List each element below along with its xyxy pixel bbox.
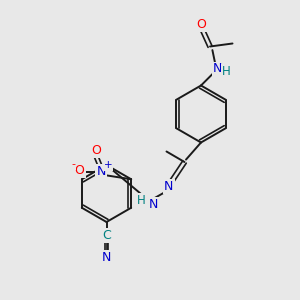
Text: N: N	[102, 251, 111, 264]
Text: N: N	[164, 180, 174, 194]
Text: O: O	[196, 18, 206, 31]
Text: O: O	[92, 144, 102, 157]
Text: -: -	[71, 159, 75, 169]
Text: +: +	[104, 160, 112, 170]
Text: H: H	[137, 194, 146, 207]
Text: N: N	[97, 165, 106, 178]
Text: N: N	[213, 62, 222, 76]
Text: H: H	[221, 65, 230, 78]
Text: C: C	[102, 229, 111, 242]
Text: O: O	[75, 164, 85, 177]
Text: N: N	[148, 197, 158, 211]
